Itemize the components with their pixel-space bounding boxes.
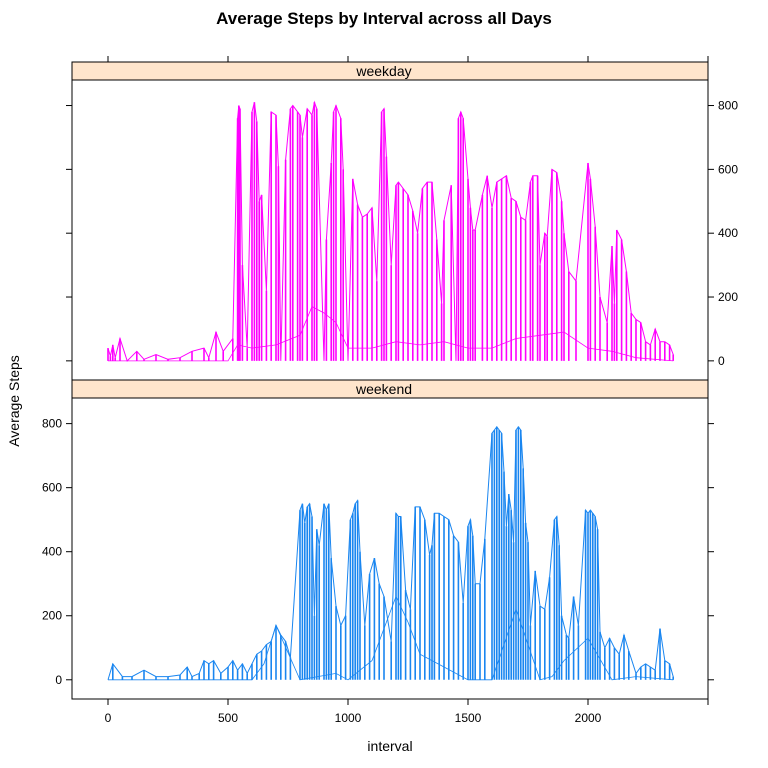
y-axis-left-weekend: 0 200 400 600 800 — [42, 417, 72, 687]
strip-weekend — [71, 379, 709, 399]
x-axis-label: interval — [367, 738, 412, 754]
y-tick-label-weekday: 800 — [718, 99, 738, 113]
y-tick-label-weekend: 200 — [42, 609, 62, 623]
weekday-series — [107, 100, 675, 362]
x-tick-label: 500 — [218, 711, 238, 725]
chart-title: Average Steps by Interval across all Day… — [216, 9, 552, 28]
y-axis-right-weekend — [708, 423, 714, 681]
y-tick-label-weekend: 800 — [42, 417, 62, 431]
strip-label-weekday: weekday — [355, 63, 411, 79]
strip-label-weekend: weekend — [355, 381, 412, 397]
weekend-line — [107, 425, 674, 680]
y-axis-right-weekday: 0 200 400 600 800 — [708, 99, 738, 368]
x-axis-top — [107, 56, 709, 62]
y-tick-label-weekend: 600 — [42, 481, 62, 495]
weekday-mean-line — [108, 306, 674, 362]
y-tick-label-weekday: 200 — [718, 290, 738, 304]
panel-weekend: weekend — [71, 379, 709, 681]
weekend-series — [107, 425, 675, 681]
y-tick-label-weekday: 600 — [718, 162, 738, 176]
x-axis-bottom: 0 500 1000 1500 2000 — [105, 699, 709, 725]
x-tick-label: 1500 — [455, 711, 482, 725]
y-tick-label-weekend: 0 — [55, 673, 62, 687]
weekend-mean-line — [108, 595, 674, 681]
y-tick-label-weekday: 400 — [718, 226, 738, 240]
x-tick-label: 0 — [105, 711, 112, 725]
panel-weekday: weekday — [71, 61, 709, 362]
x-tick-label: 1000 — [335, 711, 362, 725]
y-tick-label-weekday: 0 — [718, 354, 725, 368]
x-tick-label: 2000 — [575, 711, 602, 725]
y-axis-label: Average Steps — [6, 355, 22, 447]
y-axis-left-weekday — [66, 105, 72, 362]
y-tick-label-weekend: 400 — [42, 545, 62, 559]
